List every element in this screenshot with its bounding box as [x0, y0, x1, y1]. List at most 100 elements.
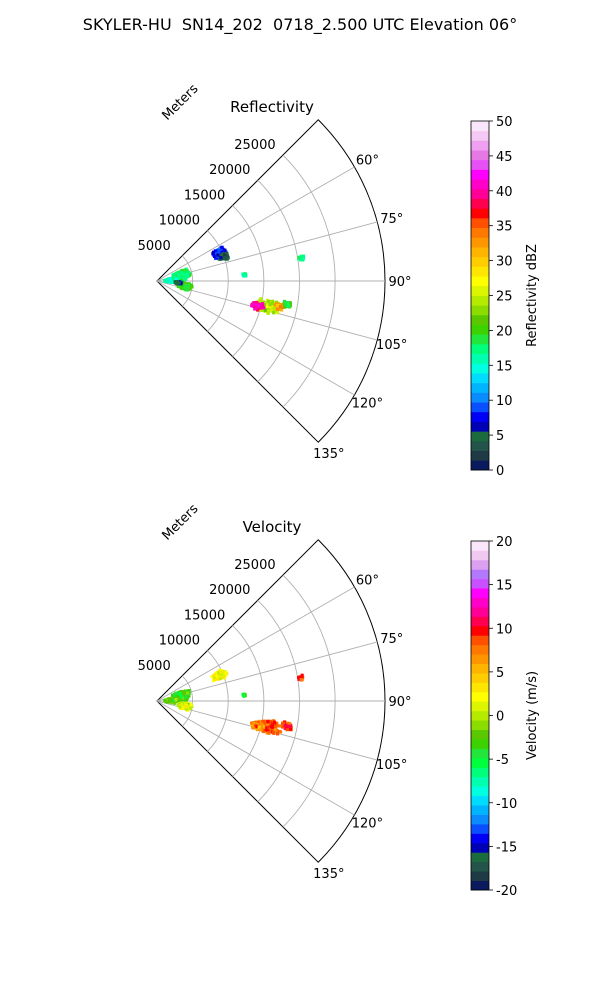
echo-bin [241, 693, 246, 697]
colorbar-swatch [471, 578, 489, 589]
chart-title: Velocity [243, 518, 302, 536]
echo-bin [217, 672, 221, 676]
angle-tick-label: 105° [376, 338, 407, 353]
colorbar-swatch [471, 450, 489, 461]
colorbar-swatch [471, 334, 489, 345]
range-tick-label: 25000 [234, 558, 275, 573]
echo-bin [252, 301, 256, 305]
echo-bin [221, 673, 225, 677]
echo-bin [250, 721, 254, 725]
echo-bin [265, 304, 269, 309]
colorbar-swatch [471, 776, 489, 787]
echo-bin [273, 725, 277, 729]
echo-bin [301, 256, 306, 261]
colorbar-swatch [471, 757, 489, 768]
echo-bin [169, 280, 173, 284]
colorbar-swatch [471, 673, 489, 683]
colorbar-swatch [471, 121, 489, 132]
echo-bin [276, 303, 280, 308]
azimuth-gridline [156, 641, 378, 702]
colorbar-swatch [471, 314, 489, 325]
echo-bin [269, 727, 273, 731]
echo-bin [221, 247, 225, 251]
echo-bin [213, 249, 218, 254]
colorbar-swatch [471, 460, 489, 471]
range-axis-label: Meters [159, 501, 201, 543]
colorbar-label: Velocity (m/s) [525, 671, 540, 760]
angle-tick-label: 120° [352, 397, 383, 412]
reflectivity-panel: Reflectivity60°75°90°105°120°135°5000100… [138, 81, 540, 479]
figure-title: SKYLER-HU SN14_202 0718_2.500 UTC Elevat… [82, 15, 518, 34]
echo-bin [287, 722, 291, 726]
echo-bin [217, 248, 221, 253]
echo-bin [174, 277, 178, 281]
echo-bin [287, 724, 291, 728]
echo-bin [189, 703, 193, 707]
echo-bin [270, 301, 275, 306]
echo-bin [219, 256, 223, 260]
colorbar-swatch [471, 550, 489, 561]
echo-bin [181, 706, 185, 710]
colorbar-tick-label: 15 [496, 579, 513, 594]
colorbar-swatch [471, 208, 489, 219]
echo-bin [220, 254, 224, 258]
echo-bin [266, 311, 270, 315]
range-tick-label: 20000 [209, 583, 250, 598]
echo-bin [183, 284, 187, 288]
colorbar-swatch [471, 871, 489, 881]
colorbar-swatch [471, 373, 489, 384]
range-tick-label: 15000 [184, 608, 225, 623]
echo-bin [265, 722, 269, 726]
echo-bin [282, 721, 286, 725]
echo-bin [212, 673, 216, 677]
colorbar-swatch [471, 402, 489, 413]
echo-bin [225, 254, 230, 258]
colorbar-swatch [471, 392, 489, 403]
echo-bin [254, 720, 258, 724]
echo-bin [262, 720, 266, 724]
echo-bin [257, 725, 261, 729]
echo-bin [264, 726, 268, 730]
echo-bin [255, 300, 259, 305]
range-axis-label: Meters [159, 81, 201, 123]
echo-bin [223, 253, 227, 258]
colorbar-swatch [471, 140, 489, 151]
echo-bin [266, 720, 270, 724]
echo-bin [297, 256, 301, 260]
echo-bin [288, 727, 293, 731]
echo-bin [167, 698, 171, 702]
echo-bin [275, 732, 280, 736]
echo-bin [277, 724, 282, 728]
echo-bin [270, 725, 274, 729]
echo-bin [165, 278, 169, 283]
colorbar: -20 -15 -10 -5 0 5 10 15 20 Velocity (m/s) [470, 535, 540, 899]
echo-bin [251, 725, 255, 729]
angle-tick-label: 135° [313, 447, 344, 462]
colorbar-tick-label: -5 [496, 753, 509, 768]
colorbar-swatch [471, 833, 489, 844]
echo-bin [300, 673, 304, 677]
echo-bin [171, 274, 175, 278]
echo-bin [175, 280, 180, 284]
echo-bin [175, 273, 180, 277]
azimuth-gridline [156, 221, 378, 282]
echo-bin [297, 675, 301, 680]
echo-bin [273, 727, 277, 731]
echo-bin [283, 723, 287, 728]
echo-bin [217, 251, 222, 255]
echo-bin [186, 282, 190, 286]
echo-bin [223, 671, 227, 675]
echo-layer [163, 245, 306, 315]
colorbar-swatch [471, 767, 489, 778]
echo-bin [267, 721, 272, 726]
echo-bin [274, 303, 278, 307]
echo-bin [180, 702, 184, 707]
colorbar-swatch [471, 861, 489, 872]
echo-bin [299, 256, 303, 260]
echo-bin [183, 705, 187, 709]
range-tick-label: 10000 [159, 214, 200, 229]
azimuth-gridline [156, 166, 355, 282]
colorbar-tick-label: 35 [496, 220, 513, 235]
echo-bin [276, 724, 280, 728]
